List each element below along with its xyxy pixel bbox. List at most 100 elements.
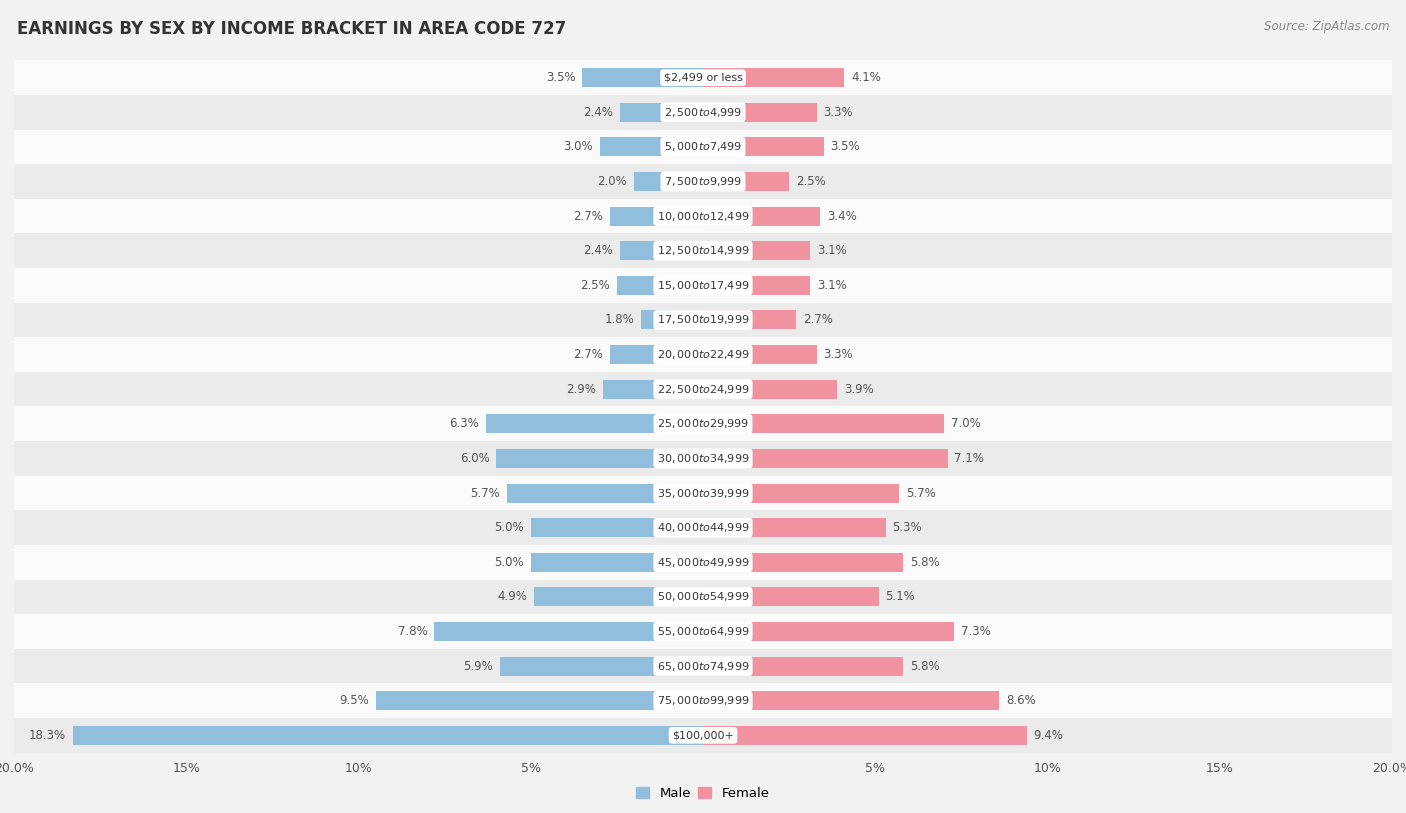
Text: 3.3%: 3.3%	[824, 348, 853, 361]
Bar	[531, 553, 703, 572]
Bar	[14, 233, 1392, 268]
Bar	[582, 68, 703, 87]
Bar	[375, 691, 703, 711]
Bar	[703, 484, 900, 502]
Bar	[703, 345, 817, 364]
Text: Source: ZipAtlas.com: Source: ZipAtlas.com	[1264, 20, 1389, 33]
Bar	[703, 380, 838, 398]
Text: 3.0%: 3.0%	[564, 141, 593, 154]
Text: $45,000 to $49,999: $45,000 to $49,999	[657, 556, 749, 569]
Text: $15,000 to $17,499: $15,000 to $17,499	[657, 279, 749, 292]
Bar	[14, 268, 1392, 302]
Text: $65,000 to $74,999: $65,000 to $74,999	[657, 659, 749, 672]
Text: 3.1%: 3.1%	[817, 244, 846, 257]
Bar	[703, 207, 820, 226]
Text: $12,500 to $14,999: $12,500 to $14,999	[657, 244, 749, 257]
Bar	[14, 60, 1392, 95]
Bar	[703, 587, 879, 606]
Bar	[703, 102, 817, 122]
Bar	[703, 311, 796, 329]
Bar	[610, 207, 703, 226]
Text: 2.4%: 2.4%	[583, 106, 613, 119]
Bar	[703, 276, 810, 295]
Text: $22,500 to $24,999: $22,500 to $24,999	[657, 383, 749, 396]
Bar	[14, 199, 1392, 233]
Bar	[617, 276, 703, 295]
Text: $25,000 to $29,999: $25,000 to $29,999	[657, 417, 749, 430]
Bar	[703, 137, 824, 156]
Text: $50,000 to $54,999: $50,000 to $54,999	[657, 590, 749, 603]
Text: $2,500 to $4,999: $2,500 to $4,999	[664, 106, 742, 119]
Text: 5.7%: 5.7%	[470, 486, 499, 499]
Text: $17,500 to $19,999: $17,500 to $19,999	[657, 314, 749, 327]
Bar	[14, 337, 1392, 372]
Text: 5.0%: 5.0%	[495, 521, 524, 534]
Bar	[703, 726, 1026, 745]
Bar	[14, 302, 1392, 337]
Text: $30,000 to $34,999: $30,000 to $34,999	[657, 452, 749, 465]
Bar	[703, 241, 810, 260]
Text: 3.5%: 3.5%	[831, 141, 860, 154]
Text: 2.7%: 2.7%	[574, 210, 603, 223]
Bar	[610, 345, 703, 364]
Bar	[534, 587, 703, 606]
Text: 18.3%: 18.3%	[28, 728, 66, 741]
Bar	[14, 164, 1392, 199]
Text: 2.4%: 2.4%	[583, 244, 613, 257]
Bar	[14, 95, 1392, 129]
Text: 2.5%: 2.5%	[796, 175, 825, 188]
Text: $55,000 to $64,999: $55,000 to $64,999	[657, 625, 749, 638]
Bar	[703, 172, 789, 191]
Text: $5,000 to $7,499: $5,000 to $7,499	[664, 141, 742, 154]
Bar	[620, 241, 703, 260]
Text: 7.0%: 7.0%	[950, 417, 981, 430]
Bar	[703, 622, 955, 641]
Text: 5.9%: 5.9%	[463, 659, 494, 672]
Text: 5.3%: 5.3%	[893, 521, 922, 534]
Bar	[703, 68, 844, 87]
Text: 6.3%: 6.3%	[450, 417, 479, 430]
Bar	[14, 129, 1392, 164]
Bar	[14, 441, 1392, 476]
Bar	[14, 372, 1392, 406]
Bar	[599, 137, 703, 156]
Text: 7.3%: 7.3%	[962, 625, 991, 638]
Bar	[703, 415, 945, 433]
Text: $7,500 to $9,999: $7,500 to $9,999	[664, 175, 742, 188]
Text: $100,000+: $100,000+	[672, 730, 734, 741]
Text: 2.7%: 2.7%	[574, 348, 603, 361]
Bar	[14, 718, 1392, 753]
Text: 8.6%: 8.6%	[1007, 694, 1036, 707]
Text: 4.9%: 4.9%	[498, 590, 527, 603]
Text: 2.5%: 2.5%	[581, 279, 610, 292]
Bar	[73, 726, 703, 745]
Text: $10,000 to $12,499: $10,000 to $12,499	[657, 210, 749, 223]
Bar	[703, 657, 903, 676]
Bar	[496, 449, 703, 468]
Text: $20,000 to $22,499: $20,000 to $22,499	[657, 348, 749, 361]
Text: 3.9%: 3.9%	[844, 383, 875, 396]
Text: 5.7%: 5.7%	[907, 486, 936, 499]
Bar	[14, 545, 1392, 580]
Bar	[486, 415, 703, 433]
Text: 3.5%: 3.5%	[546, 72, 575, 85]
Text: 9.5%: 9.5%	[339, 694, 368, 707]
Text: $75,000 to $99,999: $75,000 to $99,999	[657, 694, 749, 707]
Bar	[14, 649, 1392, 684]
Bar	[620, 102, 703, 122]
Bar	[14, 511, 1392, 545]
Bar	[531, 518, 703, 537]
Bar	[703, 553, 903, 572]
Bar	[506, 484, 703, 502]
Text: 3.1%: 3.1%	[817, 279, 846, 292]
Text: EARNINGS BY SEX BY INCOME BRACKET IN AREA CODE 727: EARNINGS BY SEX BY INCOME BRACKET IN ARE…	[17, 20, 567, 38]
Text: 4.1%: 4.1%	[851, 72, 882, 85]
Text: $35,000 to $39,999: $35,000 to $39,999	[657, 486, 749, 499]
Text: 2.0%: 2.0%	[598, 175, 627, 188]
Legend: Male, Female: Male, Female	[631, 782, 775, 806]
Bar	[603, 380, 703, 398]
Bar	[634, 172, 703, 191]
Text: $2,499 or less: $2,499 or less	[664, 72, 742, 83]
Bar	[434, 622, 703, 641]
Bar	[14, 476, 1392, 511]
